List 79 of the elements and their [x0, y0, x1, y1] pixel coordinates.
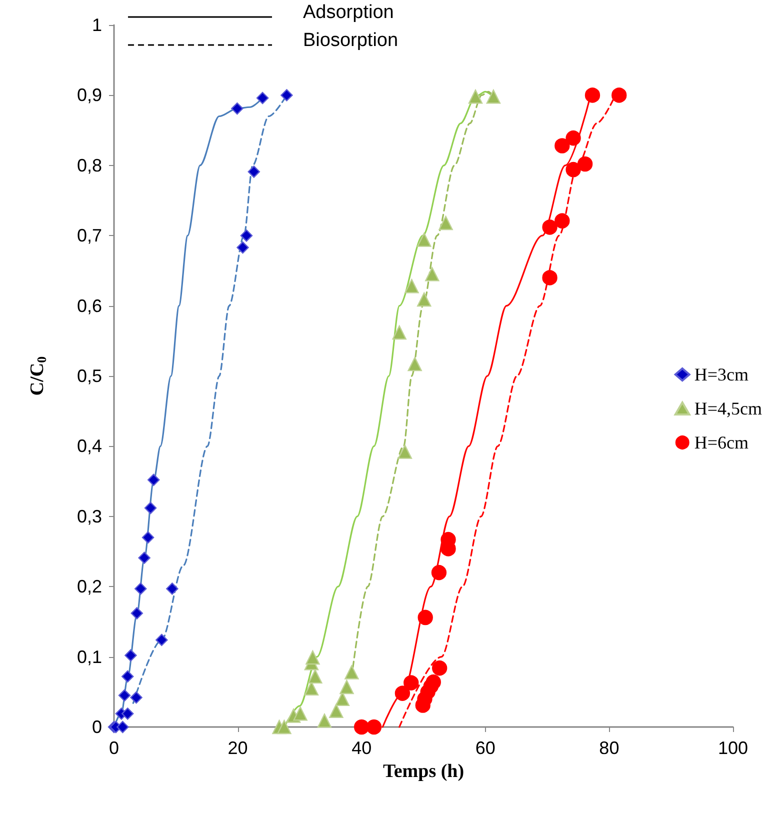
- text: Adsorption: [303, 2, 394, 23]
- point: [293, 706, 308, 721]
- y-tick-label: 0,9: [76, 85, 102, 106]
- x-tick-label: 0: [108, 738, 120, 758]
- y-tick-label: 0,6: [76, 296, 102, 316]
- y-tick-label: 0,3: [76, 506, 102, 526]
- point: [554, 213, 570, 228]
- point: [306, 650, 320, 665]
- x-tick-label: 80: [599, 738, 620, 758]
- point: [554, 138, 570, 154]
- point: [417, 292, 432, 307]
- point: [256, 92, 269, 104]
- y-tick-label: 1: [92, 15, 102, 35]
- point: [432, 660, 448, 676]
- point: [486, 90, 501, 104]
- annotation: Biosorption: [303, 30, 398, 51]
- point: [134, 582, 147, 595]
- point: [236, 241, 249, 254]
- legend-label: H=4,5cm: [694, 398, 762, 418]
- point: [277, 720, 292, 734]
- point: [329, 704, 344, 718]
- point: [248, 166, 260, 178]
- point: [118, 689, 131, 702]
- point: [566, 130, 581, 146]
- point: [417, 232, 432, 247]
- point: [354, 719, 370, 735]
- y-tick-label: 0,2: [76, 576, 102, 597]
- point: [340, 680, 354, 694]
- point: [392, 325, 406, 340]
- point: [130, 691, 142, 704]
- point: [240, 230, 253, 242]
- point: [166, 582, 178, 595]
- point: [418, 610, 433, 626]
- point: [280, 89, 293, 102]
- point: [468, 90, 483, 104]
- point: [404, 279, 419, 294]
- point: [366, 719, 382, 735]
- y-axis-title: C/C0: [27, 356, 49, 396]
- x-tick-label: 40: [352, 738, 372, 758]
- point: [612, 88, 627, 103]
- y-tick-label: 0,1: [76, 646, 102, 667]
- point: [394, 686, 410, 701]
- point: [144, 502, 157, 514]
- x-tick-label: 20: [228, 738, 248, 758]
- point: [148, 474, 160, 486]
- point: [122, 708, 134, 720]
- y-tick-label: 0,4: [76, 436, 102, 456]
- point: [138, 552, 150, 564]
- y-tick-label: 0,8: [76, 155, 102, 176]
- point: [431, 564, 447, 580]
- point: [425, 267, 440, 282]
- point: [542, 220, 558, 235]
- point: [344, 665, 359, 680]
- y-tick-label: 0,7: [76, 226, 102, 246]
- point: [308, 669, 322, 684]
- y-tick-label: 0,5: [76, 366, 102, 386]
- point: [130, 607, 144, 620]
- x-axis-title: Temps (h): [382, 760, 464, 782]
- point: [317, 714, 332, 728]
- point: [231, 102, 244, 115]
- x-tick-label: 60: [475, 738, 496, 758]
- point: [142, 531, 154, 544]
- point: [398, 444, 412, 459]
- x-tick-label: 100: [718, 738, 748, 758]
- point: [156, 634, 168, 646]
- point: [116, 720, 129, 734]
- legend-label: H=3cm: [694, 364, 748, 384]
- y-tick-label: 0: [92, 717, 102, 737]
- point: [584, 88, 600, 103]
- point: [122, 670, 134, 683]
- point: [542, 270, 558, 286]
- point: [566, 162, 581, 178]
- point: [404, 675, 419, 690]
- point: [408, 356, 422, 372]
- point: [577, 156, 593, 172]
- point: [438, 216, 453, 230]
- point: [124, 649, 137, 662]
- legend-label: H=6cm: [694, 432, 748, 452]
- point: [426, 674, 442, 690]
